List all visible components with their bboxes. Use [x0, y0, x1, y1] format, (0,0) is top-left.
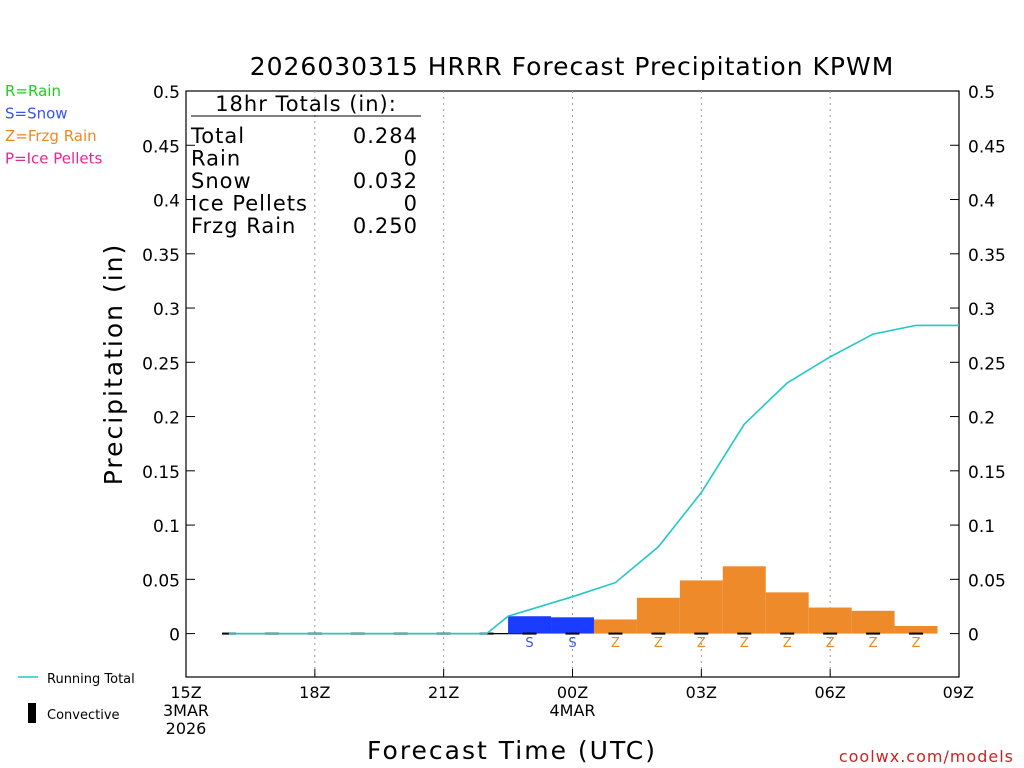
- precip-bar: [679, 580, 723, 634]
- precip-bar: [808, 607, 852, 634]
- x-tick-label: 3MAR: [163, 701, 209, 720]
- ptype-letter: Z: [611, 636, 620, 651]
- totals-label: Rain: [191, 147, 241, 171]
- precip-bar: [894, 625, 938, 634]
- y-tick-label: 0.2: [968, 409, 995, 429]
- totals-box: 18hr Totals (in): Total 0.284 Rain 0 Snow 0.0…: [190, 92, 421, 238]
- y-tick-label: 0.1: [968, 517, 995, 537]
- chart-title: 2026030315 HRRR Forecast Precipitation K…: [250, 52, 895, 81]
- y-tick-label: 0.4: [968, 192, 995, 212]
- convective-swatch: [28, 703, 36, 723]
- ptype-letter: Z: [697, 636, 706, 651]
- bar-series: [228, 566, 938, 635]
- totals-label: Frzg Rain: [191, 214, 296, 238]
- y-tick-label: 0.25: [968, 354, 1006, 374]
- running-total-line: [228, 324, 959, 635]
- x-tick-label: 03Z: [686, 683, 717, 702]
- y-tick-label: 0.05: [968, 571, 1006, 591]
- ptype-letter: Z: [740, 636, 749, 651]
- y-tick-label: 0.3: [968, 300, 995, 320]
- ptype-letter: S: [525, 636, 533, 651]
- y-tick-label: 0.35: [968, 246, 1006, 266]
- totals-value: 0.284: [353, 124, 418, 148]
- x-tick-label: 15Z: [170, 683, 201, 702]
- y-tick-label: 0.5: [153, 83, 180, 103]
- credit-link[interactable]: coolwx.com/models: [839, 747, 1014, 766]
- ptype-legend: R=Rain S=Snow Z=Frzg Rain P=Ice Pellets: [5, 82, 102, 168]
- totals-value: 0.032: [353, 169, 418, 193]
- x-tick-label: 09Z: [943, 683, 974, 702]
- totals-value: 0: [404, 192, 418, 216]
- x-tick-label: 18Z: [299, 683, 330, 702]
- y-axis-right: 0 0.05 0.1 0.15 0.2 0.25 0.3 0.35 0.4 0.45 0.5: [950, 83, 1006, 646]
- legend-snow: S=Snow: [5, 105, 68, 123]
- y-tick-label: 0: [968, 626, 979, 646]
- ptype-letter: Z: [869, 636, 878, 651]
- precip-bar: [551, 617, 594, 634]
- y-tick-label: 0.2: [153, 409, 180, 429]
- x-tick-label: 06Z: [815, 683, 846, 702]
- ptype-letter: Z: [783, 636, 792, 651]
- y-tick-label: 0.15: [968, 463, 1006, 483]
- y-tick-label: 0.45: [142, 137, 180, 157]
- totals-label: Snow: [191, 169, 252, 193]
- ptype-letter: Z: [826, 636, 835, 651]
- legend-ice: P=Ice Pellets: [5, 150, 102, 168]
- y-tick-label: 0.5: [968, 83, 995, 103]
- legend-rain: R=Rain: [5, 82, 61, 100]
- x-tick-label: 21Z: [428, 683, 459, 702]
- y-tick-label: 0.3: [153, 300, 180, 320]
- x-tick-label: 4MAR: [549, 701, 595, 720]
- x-tick-label: 2026: [166, 719, 207, 738]
- totals-label: Total: [190, 124, 245, 148]
- y-tick-label: 0: [169, 626, 180, 646]
- y-tick-label: 0.4: [153, 192, 180, 212]
- running-total-legend: Running Total: [47, 672, 135, 687]
- totals-value: 0.250: [353, 214, 418, 238]
- y-tick-label: 0.45: [968, 137, 1006, 157]
- precip-bar: [722, 566, 766, 634]
- ptype-letter: Z: [912, 636, 921, 651]
- y-tick-label: 0.1: [153, 517, 180, 537]
- y-tick-label: 0.35: [142, 246, 180, 266]
- totals-header: 18hr Totals (in):: [215, 92, 397, 116]
- y-axis-label: Precipitation (in): [99, 243, 128, 486]
- convective-legend: Convective: [47, 708, 120, 723]
- x-tick-label: 00Z: [557, 683, 588, 702]
- ptype-letter: Z: [654, 636, 663, 651]
- x-axis-label: Forecast Time (UTC): [367, 736, 657, 765]
- totals-value: 0: [404, 147, 418, 171]
- y-axis-left: 0 0.05 0.1 0.15 0.2 0.25 0.3 0.35 0.4 0.45 0.5: [142, 83, 195, 646]
- ptype-letter: S: [568, 636, 576, 651]
- vertical-gridlines: [314, 91, 831, 677]
- precip-bar: [508, 616, 552, 634]
- y-tick-label: 0.25: [142, 354, 180, 374]
- precip-bar: [593, 619, 637, 634]
- precip-bar: [851, 610, 895, 634]
- y-tick-label: 0.05: [142, 571, 180, 591]
- totals-label: Ice Pellets: [191, 192, 308, 216]
- precip-bar: [636, 597, 680, 634]
- y-tick-label: 0.15: [142, 463, 180, 483]
- precip-bar: [765, 592, 809, 634]
- legend-frzg: Z=Frzg Rain: [5, 127, 97, 145]
